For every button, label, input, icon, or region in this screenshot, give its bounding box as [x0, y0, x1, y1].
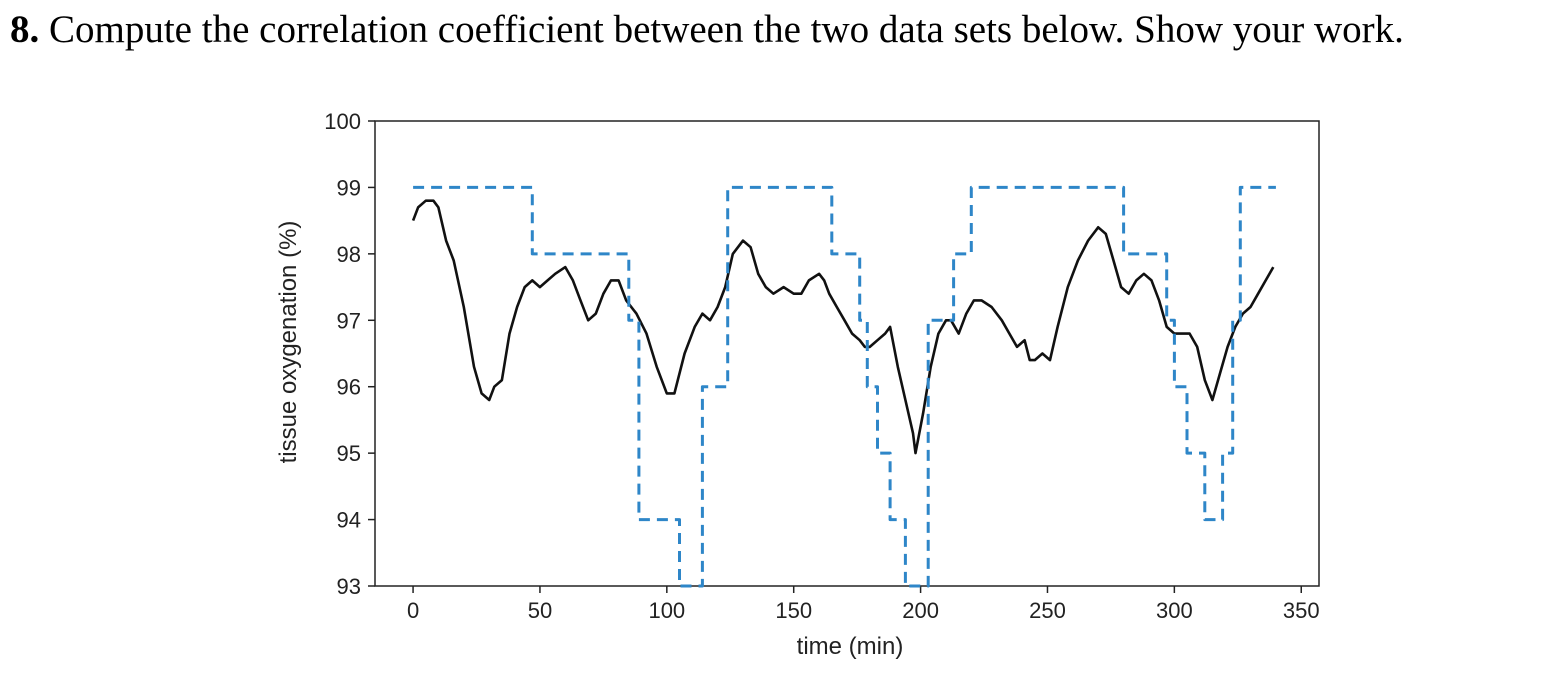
question-number: 8.: [10, 8, 40, 51]
dashed-series-line: [413, 185, 1276, 588]
question-text: 8. Compute the correlation coefficient b…: [10, 6, 1404, 54]
x-tick-label: 350: [1283, 598, 1320, 623]
x-tick-label: 150: [775, 598, 812, 623]
y-tick-label: 100: [324, 109, 361, 134]
solid-series-line: [411, 199, 1275, 455]
x-tick-label: 50: [528, 598, 552, 623]
y-tick-label: 95: [337, 441, 361, 466]
y-tick-label: 93: [337, 574, 361, 599]
y-tick-label: 97: [337, 308, 361, 333]
x-tick-label: 100: [648, 598, 685, 623]
x-tick-label: 0: [407, 598, 419, 623]
y-tick-label: 94: [337, 508, 361, 533]
axis-ticks: 0 50 100 150 200 250 300 350 93 94 95 96 97 98 99 100: [324, 109, 1319, 623]
x-tick-label: 200: [902, 598, 939, 623]
chart-series: [411, 185, 1276, 588]
x-tick-label: 250: [1029, 598, 1066, 623]
plot-frame: [374, 120, 1320, 587]
y-tick-label: 99: [337, 175, 361, 200]
question-body: Compute the correlation coefficient betw…: [39, 8, 1404, 51]
x-tick-label: 300: [1156, 598, 1193, 623]
y-tick-label: 96: [337, 375, 361, 400]
y-tick-label: 98: [337, 242, 361, 267]
y-axis-title: tissue oxygenation (%): [275, 221, 302, 464]
x-axis-title: time (min): [797, 633, 904, 660]
